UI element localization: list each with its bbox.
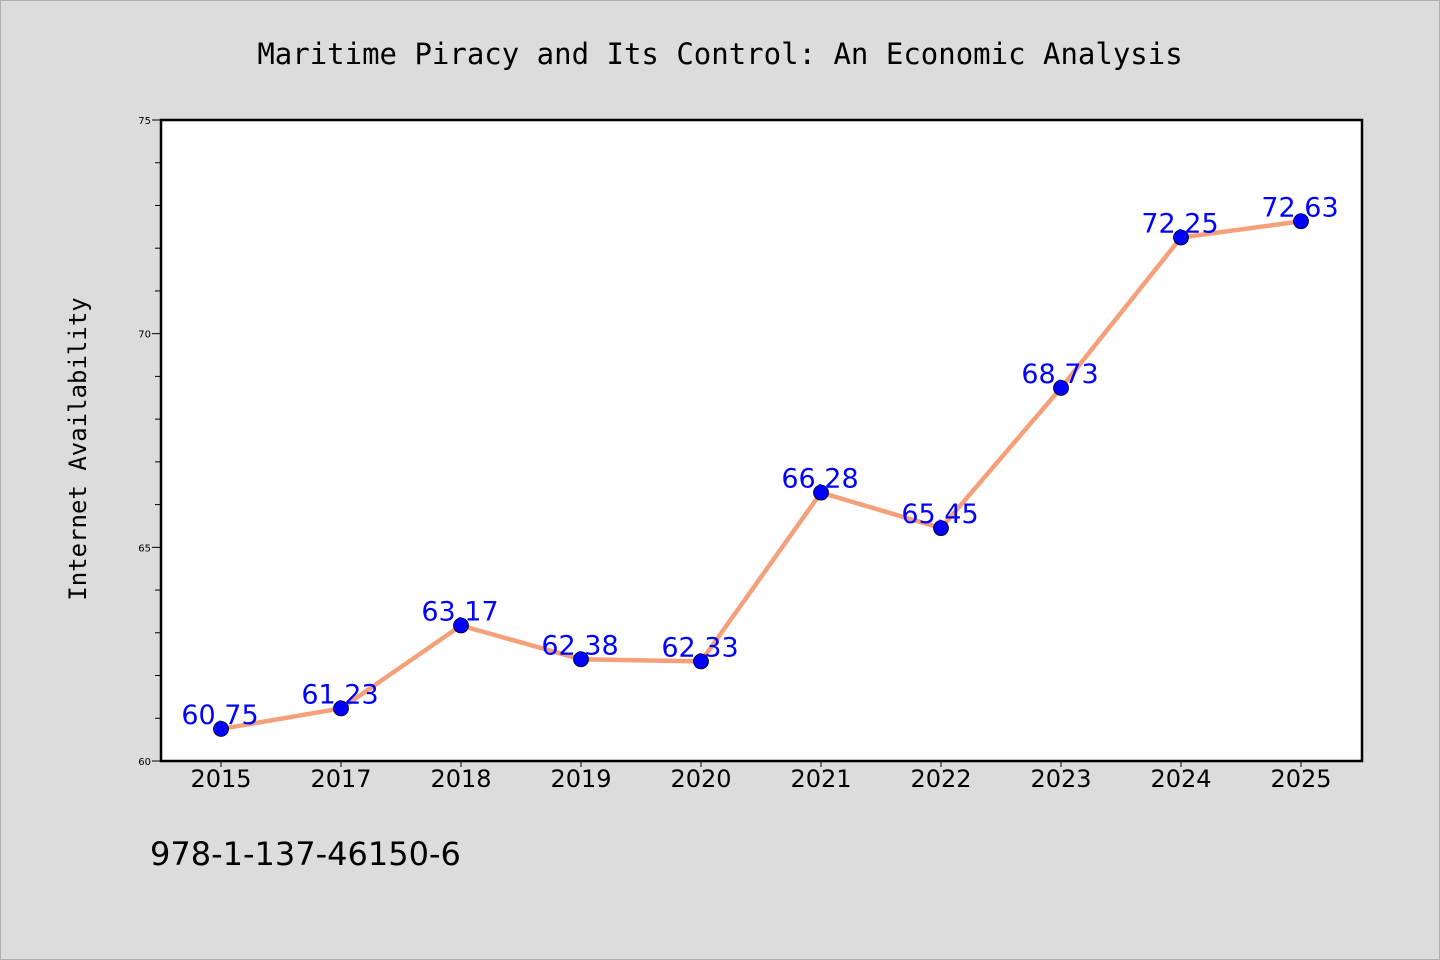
isbn-footer: 978-1-137-46150-6	[150, 835, 461, 873]
data-point	[693, 653, 709, 670]
y-tick-label: 70	[138, 330, 151, 341]
data-label: 72.63	[1261, 192, 1338, 223]
series-layer	[213, 213, 1309, 737]
y-tick-label: 75	[138, 116, 151, 127]
series-line	[218, 219, 1304, 732]
y-axis-label: Internet Availability	[64, 297, 92, 600]
y-axis-ticks: 60 65 70 75	[138, 116, 161, 768]
x-tick-label: 2021	[790, 765, 851, 793]
data-point	[813, 484, 829, 501]
x-tick-label: 2018	[430, 765, 491, 793]
data-label: 62.33	[661, 632, 738, 663]
chart-title: Maritime Piracy and Its Control: An Econ…	[257, 37, 1182, 71]
data-label: 62.38	[541, 630, 618, 661]
data-label: 72.25	[1141, 209, 1218, 240]
data-point	[213, 721, 229, 737]
data-point	[1293, 213, 1309, 230]
y-tick-label: 60	[138, 757, 151, 768]
data-labels-layer: 60.75 61.23 63.17 62.38 62.33 66.28 65.45 68.73…	[181, 192, 1338, 731]
data-label: 61.23	[301, 679, 378, 710]
data-label: 63.17	[421, 597, 498, 628]
data-point	[1173, 229, 1189, 246]
x-tick-label: 2017	[310, 765, 371, 793]
x-tick-label: 2019	[550, 765, 611, 793]
x-tick-label: 2023	[1030, 765, 1091, 793]
data-label: 60.75	[181, 700, 258, 731]
data-point	[573, 651, 589, 668]
data-point	[453, 617, 469, 634]
x-tick-label: 2015	[190, 765, 251, 793]
data-point	[933, 520, 949, 537]
data-label: 68.73	[1021, 359, 1098, 390]
x-tick-label: 2024	[1150, 765, 1211, 793]
x-axis-ticks: 2015 2017 2018 2019 2020 2021 2022 2023 2024 2025	[190, 761, 1332, 793]
x-tick-label: 2025	[1270, 765, 1331, 793]
x-tick-label: 2022	[910, 765, 971, 793]
data-point	[333, 700, 349, 717]
data-point	[1053, 380, 1069, 396]
x-tick-label: 2020	[670, 765, 731, 793]
data-label: 65.45	[901, 499, 978, 530]
data-label: 66.28	[781, 464, 858, 495]
plot-area	[159, 118, 1364, 763]
y-tick-label: 65	[138, 543, 151, 554]
